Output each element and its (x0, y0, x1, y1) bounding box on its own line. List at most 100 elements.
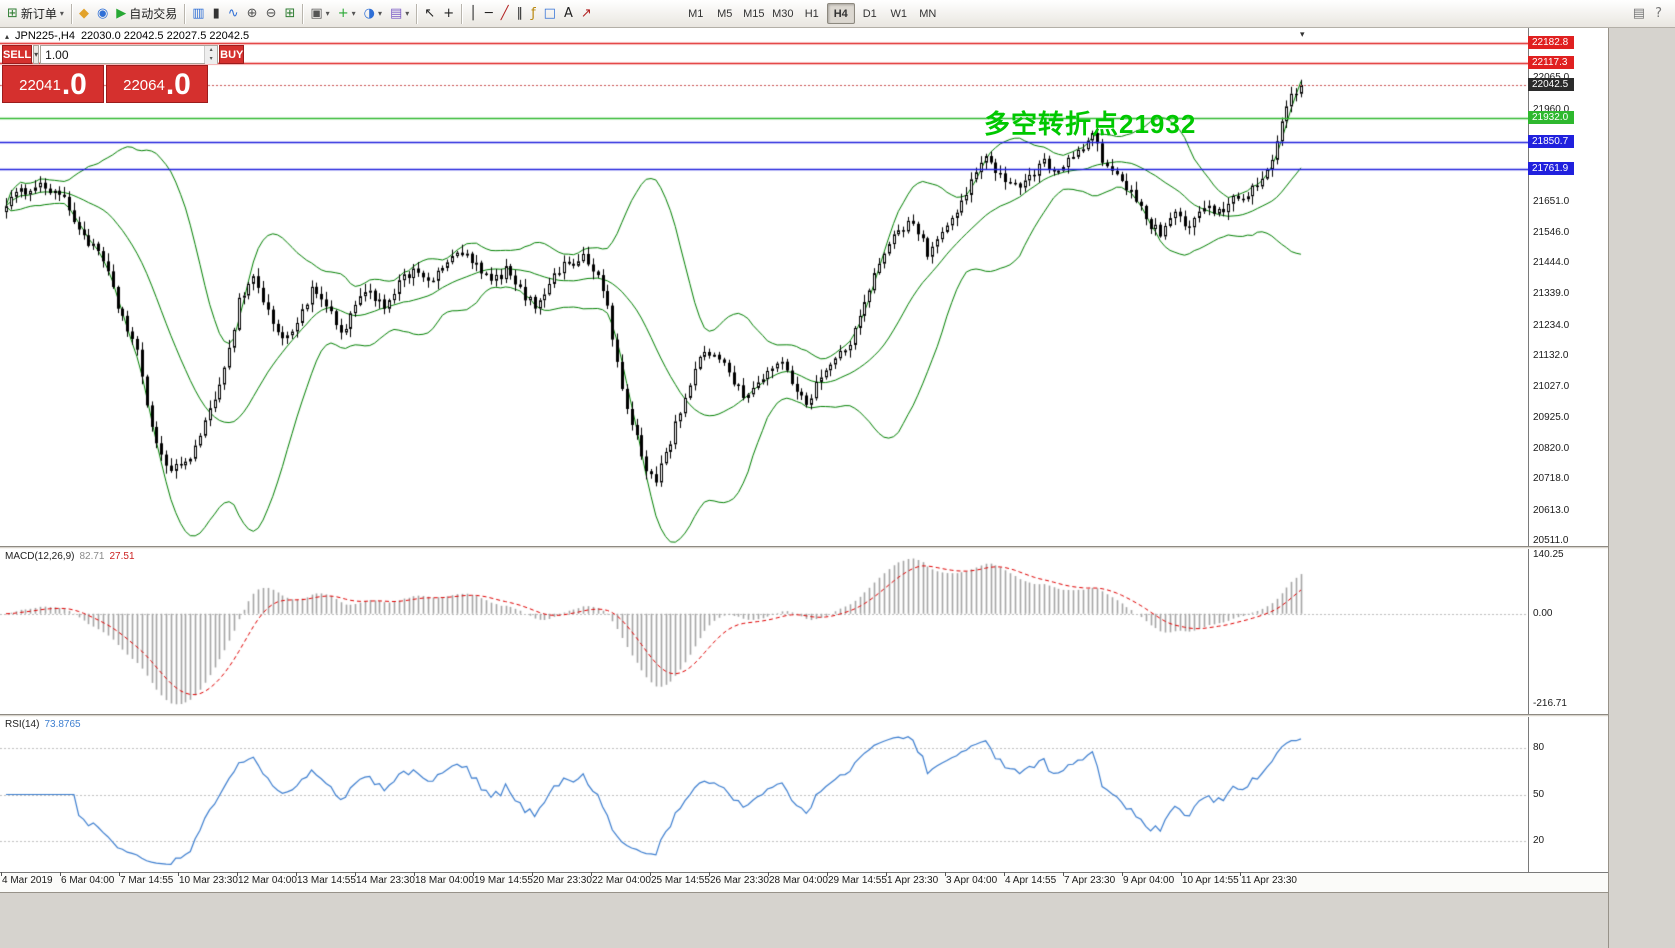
price-axis (1528, 28, 1608, 892)
horizontal-line-button[interactable]: ─ (481, 2, 497, 26)
sell-price-button[interactable]: 22041.0 (2, 65, 104, 103)
trade-panel-prices: 22041.0 22064.0 (2, 65, 208, 103)
cursor-button[interactable]: ↖ (420, 2, 439, 26)
text-icon: A (563, 6, 573, 21)
time-axis-label: 11 Apr 23:30 (1241, 875, 1297, 886)
vertical-line-button[interactable]: │ (465, 2, 481, 26)
toolbar-separator (184, 3, 186, 24)
fibonacci-icon: ƒ (531, 6, 536, 21)
rsi-indicator-canvas[interactable] (0, 717, 1528, 872)
trade-panel-controls: SELL ▾ ▴ ▾ BUY (2, 45, 245, 64)
timeframe-m1-button[interactable]: M1 (688, 7, 704, 20)
order-type-dropdown[interactable]: ▾ (33, 45, 40, 64)
timeframe-m30-button[interactable]: M30 (772, 7, 794, 20)
time-axis-label: 19 Mar 14:55 (474, 875, 533, 886)
sell-price-frac: .0 (61, 68, 87, 101)
horizontal-line-icon: ─ (484, 6, 493, 21)
equidistant-channel-button[interactable]: ∥ (513, 2, 528, 26)
panel-splitter[interactable] (0, 546, 1608, 549)
volume-input[interactable] (41, 46, 205, 63)
price-chart-canvas[interactable] (0, 28, 1528, 546)
trendline-button[interactable]: ╱ (497, 2, 513, 26)
timeframe-h4-button[interactable]: H4 (826, 3, 855, 24)
volume-field: ▴ ▾ (40, 45, 219, 64)
rsi-value: 73.8765 (44, 719, 81, 730)
time-axis-tick (532, 872, 533, 876)
mql5-community-button[interactable]: ◆ (75, 2, 93, 26)
new-order-label: 新订单 (20, 7, 57, 21)
price-axis-label: 21651.0 (1533, 195, 1570, 207)
indicators-button[interactable]: + ▾ (334, 2, 360, 26)
time-axis-tick (296, 872, 297, 876)
panel-splitter[interactable] (0, 714, 1608, 717)
line-chart-button[interactable]: ∿ (224, 2, 243, 26)
ohlc-values: 22030.0 22042.5 22027.5 22042.5 (80, 30, 250, 42)
autotrading-label: 自动交易 (129, 7, 178, 21)
time-axis-tick (414, 872, 415, 876)
timeframe-m5-button[interactable]: M5 (717, 7, 733, 20)
macd-indicator-canvas[interactable] (0, 549, 1528, 714)
cursor-icon: ↖ (424, 6, 436, 21)
time-axis-label: 25 Mar 14:55 (651, 875, 710, 886)
sell-button[interactable]: SELL (2, 45, 33, 64)
chart-annotation-text: 多空转折点21932 (984, 109, 1197, 139)
price-axis-label: 22065.0 (1533, 72, 1569, 83)
price-axis-label: 21234.0 (1533, 319, 1570, 331)
time-axis-label: 29 Mar 14:55 (828, 875, 887, 886)
buy-price-button[interactable]: 22064.0 (106, 65, 208, 103)
timeframe-d1-button[interactable]: D1 (862, 7, 877, 20)
time-axis-tick (886, 872, 887, 876)
timeframe-mn-button[interactable]: MN (919, 7, 937, 20)
docs-icon: ▤ (1632, 6, 1646, 21)
time-axis-label: 1 Apr 23:30 (887, 875, 939, 886)
zoom-in-button[interactable]: ⊕ (243, 2, 262, 26)
new-order-button[interactable]: ⊞ 新订单 ▾ (3, 2, 68, 26)
shapes-icon: □ (543, 6, 556, 21)
market-watch-button[interactable]: ◉ (93, 2, 112, 26)
candlestick-chart-button[interactable]: ▮ (209, 2, 224, 26)
grid-button[interactable]: ⊞ (280, 2, 299, 26)
toolbar-separator (461, 3, 463, 24)
timeframe-w1-button[interactable]: W1 (890, 7, 908, 20)
docs-button[interactable]: ▤ (1629, 2, 1649, 26)
time-axis-tick (355, 872, 356, 876)
help-button[interactable]: ? (1651, 2, 1666, 26)
time-axis-label: 13 Mar 14:55 (297, 875, 356, 886)
autotrading-button[interactable]: ▶ 自动交易 (112, 2, 181, 26)
time-axis-label: 4 Apr 14:55 (1005, 875, 1057, 886)
periods-button[interactable]: ◑ ▾ (360, 2, 386, 26)
time-axis-tick (709, 872, 710, 876)
shapes-button[interactable]: □ (540, 2, 560, 26)
time-axis-tick (1240, 872, 1241, 876)
templates-icon: ▤ (389, 6, 403, 21)
arrow-tools-button[interactable]: ↗ (577, 2, 596, 26)
time-axis-label: 10 Mar 23:30 (179, 875, 238, 886)
tile-windows-button[interactable]: ▣ ▾ (306, 2, 333, 26)
timeframe-m15-button[interactable]: M15 (743, 7, 765, 20)
time-axis-tick (1063, 872, 1064, 876)
autotrading-icon: ▶ (116, 6, 127, 21)
price-axis-label: 21960.0 (1533, 103, 1570, 115)
time-axis-tick (1122, 872, 1123, 876)
time-axis-tick (1181, 872, 1182, 876)
time-axis-label: 20 Mar 23:30 (533, 875, 592, 886)
volume-increase-button[interactable]: ▴ (205, 46, 218, 55)
one-click-collapse-icon[interactable]: ▴ (5, 31, 10, 41)
hline-price-tag: 21761.9 (1528, 161, 1574, 175)
crosshair-button[interactable]: + (439, 2, 458, 26)
buy-button[interactable]: BUY (219, 45, 245, 64)
hline-price-tag: 22182.8 (1528, 36, 1574, 50)
macd-signal-value: 27.51 (109, 551, 135, 562)
zoom-out-button[interactable]: ⊖ (262, 2, 281, 26)
timeframe-h1-button[interactable]: H1 (804, 7, 819, 20)
text-button[interactable]: A (560, 2, 577, 26)
bar-chart-button[interactable]: ▥ (188, 2, 208, 26)
volume-spinner: ▴ ▾ (204, 46, 218, 64)
chart-shift-marker[interactable]: ▾ (1300, 29, 1305, 39)
fibonacci-button[interactable]: ƒ (527, 2, 540, 26)
templates-button[interactable]: ▤ ▾ (386, 2, 413, 26)
rsi-axis-label: 50 (1533, 788, 1545, 800)
window-gutter-bottom (0, 892, 1608, 948)
volume-decrease-button[interactable]: ▾ (205, 55, 218, 64)
price-axis-label: 20925.0 (1533, 411, 1570, 423)
